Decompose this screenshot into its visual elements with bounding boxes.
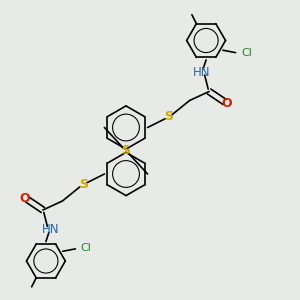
- Text: S: S: [122, 144, 130, 157]
- Text: S: S: [79, 178, 88, 191]
- Text: HN: HN: [42, 223, 59, 236]
- Text: Cl: Cl: [241, 48, 252, 58]
- Text: Cl: Cl: [81, 243, 92, 253]
- Text: O: O: [222, 97, 232, 110]
- Text: O: O: [20, 191, 30, 205]
- Text: S: S: [164, 110, 173, 124]
- Text: HN: HN: [193, 65, 210, 79]
